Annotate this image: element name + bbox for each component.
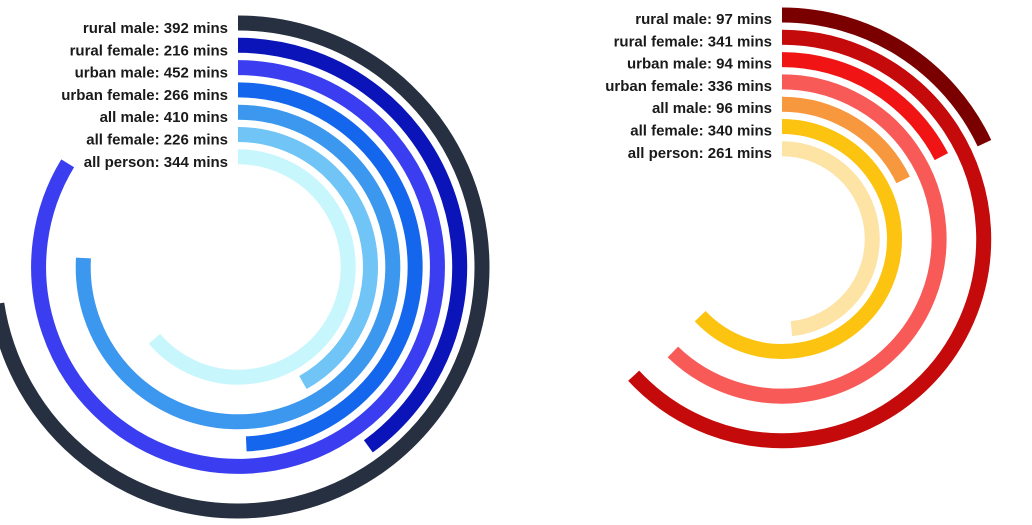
arc-rural-male [781, 7, 992, 147]
arc-all-male [781, 96, 910, 184]
radial-chart-left: rural male: 392 mins rural female: 216 mi… [0, 15, 490, 519]
label-all-female: all female: 340 mins [630, 122, 772, 139]
radial-chart-right: rural male: 97 mins rural female: 341 min… [605, 7, 992, 449]
label-urban-female: urban female: 336 mins [605, 78, 772, 95]
arc-all-female [237, 127, 378, 390]
arc-urban-male [31, 60, 445, 474]
arc-urban-female [237, 82, 423, 452]
arc-rural-male [0, 15, 490, 519]
arc-rural-female [628, 29, 992, 449]
label-all-female: all female: 226 mins [86, 131, 228, 148]
label-all-person: all person: 261 mins [628, 145, 772, 162]
label-rural-female: rural female: 341 mins [614, 33, 772, 50]
arc-all-male [75, 104, 401, 430]
label-all-male: all male: 410 mins [100, 109, 228, 126]
arc-all-female [694, 119, 902, 359]
arc-all-person [148, 149, 356, 385]
label-rural-female: rural female: 216 mins [70, 42, 228, 59]
label-urban-female: urban female: 266 mins [61, 87, 228, 104]
label-urban-male: urban male: 94 mins [627, 56, 772, 73]
arc-all-person [781, 141, 880, 337]
label-all-person: all person: 344 mins [84, 154, 228, 171]
label-all-male: all male: 96 mins [652, 100, 772, 117]
arc-rural-female [237, 37, 468, 453]
label-rural-male: rural male: 392 mins [83, 20, 228, 37]
label-rural-male: rural male: 97 mins [635, 11, 772, 28]
arc-urban-female [667, 74, 947, 404]
arc-urban-male [781, 52, 949, 161]
label-urban-male: urban male: 452 mins [75, 65, 228, 82]
